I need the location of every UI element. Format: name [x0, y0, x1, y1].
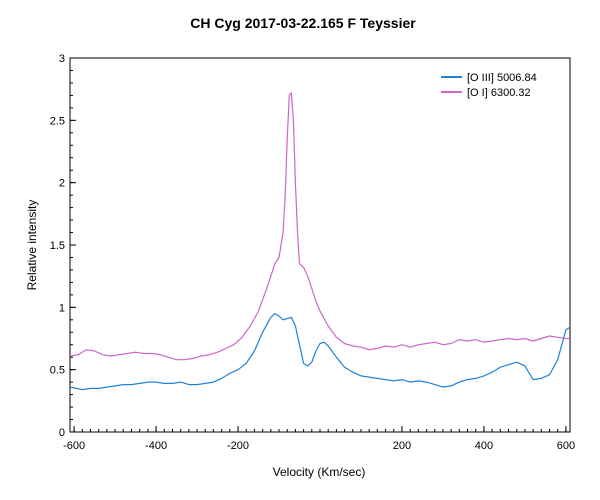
x-tick-label: -600	[63, 440, 85, 452]
plot-area: -600 -400 -200 200 400 600 0 0.5 1 1.5 2 2.5 3	[50, 53, 575, 452]
y-tick-label: 3	[59, 53, 65, 65]
y-tick-label: 2	[59, 178, 65, 190]
y-tick-label: 0	[59, 427, 65, 439]
chart-title: CH Cyg 2017-03-22.165 F Teyssier	[190, 15, 416, 31]
legend: [O III] 5006.84 [O I] 6300.32	[441, 72, 537, 99]
x-tick-label: 600	[557, 440, 575, 452]
y-tick-label: 1.5	[50, 240, 65, 252]
legend-label-1: [O I] 6300.32	[467, 87, 531, 99]
x-axis-label: Velocity (Km/sec)	[273, 465, 366, 479]
x-tick-label: 200	[393, 440, 411, 452]
y-tick-label: 2.5	[50, 115, 65, 127]
plot-frame	[69, 57, 571, 433]
legend-label-0: [O III] 5006.84	[467, 72, 537, 84]
series-line-0	[70, 313, 570, 391]
x-tick-label: -200	[227, 440, 249, 452]
x-tick-label: 400	[475, 440, 493, 452]
series-line-1	[70, 92, 570, 361]
y-tick-label: 0.5	[50, 365, 65, 377]
y-axis-label: Relative intensity	[25, 200, 39, 291]
x-tick-label: -400	[145, 440, 167, 452]
y-tick-label: 1	[59, 302, 65, 314]
